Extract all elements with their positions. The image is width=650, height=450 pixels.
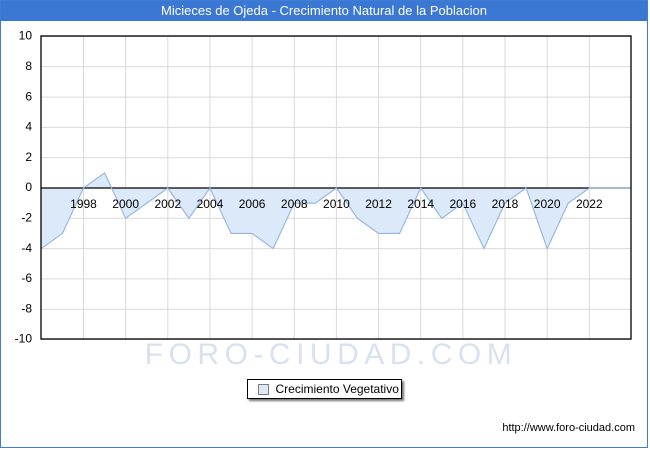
svg-text:2022: 2022 (576, 197, 603, 211)
svg-text:-10: -10 (15, 332, 33, 346)
svg-text:0: 0 (25, 180, 32, 194)
svg-text:10: 10 (19, 29, 33, 43)
svg-text:2006: 2006 (239, 197, 266, 211)
svg-text:2000: 2000 (112, 197, 139, 211)
svg-text:6: 6 (25, 89, 32, 103)
svg-text:8: 8 (25, 59, 32, 73)
svg-text:-8: -8 (21, 301, 32, 315)
svg-text:2010: 2010 (323, 197, 350, 211)
svg-text:2004: 2004 (197, 197, 224, 211)
svg-text:2020: 2020 (534, 197, 561, 211)
svg-text:2016: 2016 (449, 197, 476, 211)
svg-text:2018: 2018 (492, 197, 519, 211)
svg-text:2014: 2014 (407, 197, 434, 211)
svg-text:2: 2 (25, 150, 32, 164)
svg-text:1998: 1998 (70, 197, 97, 211)
svg-text:-2: -2 (21, 210, 32, 224)
svg-text:-4: -4 (21, 241, 32, 255)
svg-text:2012: 2012 (365, 197, 392, 211)
svg-text:-6: -6 (21, 271, 32, 285)
svg-text:FORO-CIUDAD.COM: FORO-CIUDAD.COM (145, 338, 517, 371)
svg-text:4: 4 (25, 120, 32, 134)
svg-text:2008: 2008 (281, 197, 308, 211)
svg-text:2002: 2002 (154, 197, 181, 211)
